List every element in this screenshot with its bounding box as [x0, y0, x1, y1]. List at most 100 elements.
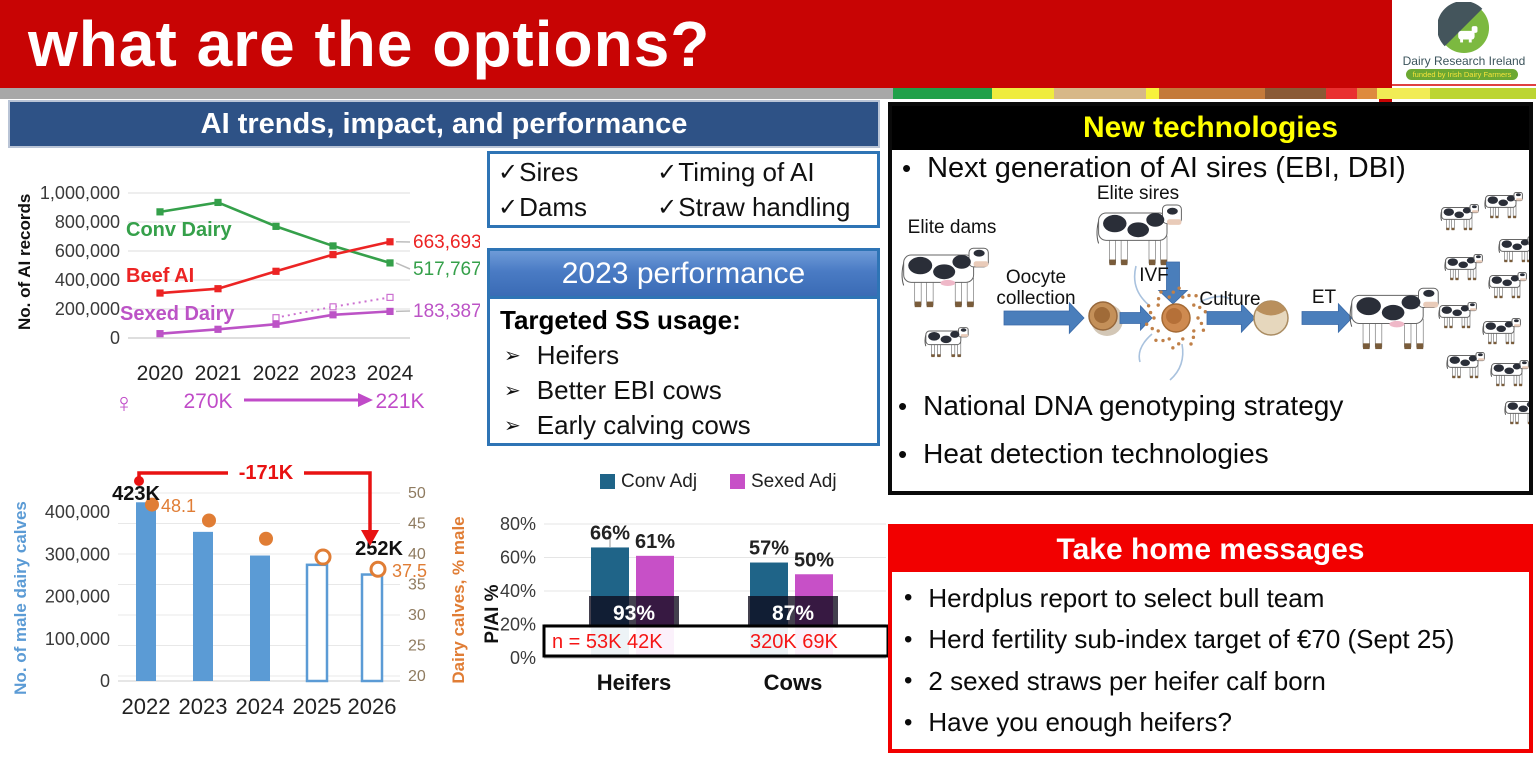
svg-text:50: 50: [408, 485, 426, 502]
svg-text:2022: 2022: [122, 694, 171, 719]
performance-2023-box: 2023 performance Targeted SS usage: ➢ Hei…: [487, 248, 880, 446]
svg-text:Cows: Cows: [764, 670, 823, 695]
bullet-icon: •: [904, 625, 913, 653]
et-label: ET: [1311, 287, 1337, 308]
svg-text:20: 20: [408, 668, 426, 685]
svg-text:No. of male dairy calves: No. of male dairy calves: [11, 501, 30, 695]
ivf-label: IVF: [1139, 265, 1169, 286]
svg-text:2022: 2022: [253, 362, 300, 385]
svg-text:No. of AI records: No. of AI records: [15, 194, 34, 330]
targeted-ss-usage-title: Targeted SS usage:: [500, 305, 741, 335]
list-item: ➢ Early calving cows: [504, 410, 751, 440]
svg-text:200,000: 200,000: [45, 587, 110, 607]
svg-text:663,693: 663,693: [413, 232, 480, 253]
list-item: ✓ Timing of AI: [657, 155, 877, 190]
take-home-header: Take home messages: [892, 528, 1529, 572]
svg-text:2023: 2023: [310, 362, 357, 385]
svg-text:1,000,000: 1,000,000: [40, 183, 120, 203]
svg-text:n = 53K 42K: n = 53K 42K: [552, 631, 663, 653]
bullet-icon: ✓: [657, 193, 678, 221]
stripe-segment: [1430, 88, 1536, 99]
svg-text:50%: 50%: [794, 549, 834, 571]
elite-sires-label: Elite sires: [1096, 183, 1180, 204]
bullet-icon: ✓: [657, 158, 678, 186]
svg-text:0%: 0%: [510, 648, 536, 668]
svg-text:93%: 93%: [613, 602, 655, 625]
decorative-color-stripe: [0, 88, 1536, 99]
bullet-icon: •: [904, 584, 913, 612]
focus-areas-col2: ✓ Timing of AI ✓ Straw handling: [657, 155, 877, 225]
svg-text:Conv Dairy: Conv Dairy: [126, 219, 232, 241]
svg-text:Beef AI: Beef AI: [126, 265, 194, 287]
svg-text:2024: 2024: [236, 694, 285, 719]
svg-text:35: 35: [408, 577, 426, 594]
svg-text:45: 45: [408, 516, 426, 533]
page-title: what are the options?: [28, 8, 711, 80]
svg-text:57%: 57%: [749, 538, 789, 560]
svg-text:25: 25: [408, 638, 426, 655]
list-item: ✓ Sires: [498, 155, 657, 190]
svg-text:252K: 252K: [355, 538, 403, 560]
svg-text:Sexed Dairy: Sexed Dairy: [120, 303, 235, 325]
svg-text:2024: 2024: [367, 362, 414, 385]
list-item: ➢ Better EBI cows: [504, 375, 722, 405]
oocyte-collection-label: Oocyte collection: [996, 267, 1076, 309]
stripe-segment: [1326, 88, 1357, 99]
svg-text:40%: 40%: [500, 581, 536, 601]
svg-text:400,000: 400,000: [55, 270, 120, 290]
logo-tagline: funded by Irish Dairy Farmers: [1406, 69, 1518, 80]
svg-text:30: 30: [408, 607, 426, 624]
bullet-icon: ➢: [504, 415, 521, 437]
new-tech-bullet-list: • National DNA genotyping strategy • Heat d…: [892, 390, 1343, 486]
list-item: • Heat detection technologies: [898, 438, 1269, 469]
culture-label: Culture: [1199, 289, 1261, 310]
stripe-segment: [1265, 88, 1326, 99]
take-home-box: Take home messages • Herdplus report to s…: [888, 524, 1533, 753]
list-item: • 2 sexed straws per heifer calf born: [904, 665, 1326, 696]
bullet-icon: ➢: [504, 380, 521, 402]
list-item: ✓ Straw handling: [657, 190, 877, 225]
svg-text:Sexed Adj: Sexed Adj: [751, 471, 837, 492]
logo-name: Dairy Research Ireland: [1402, 54, 1526, 68]
svg-text:100,000: 100,000: [45, 629, 110, 649]
stripe-segment: [1159, 88, 1265, 99]
male-dairy-calves-chart: 50 45 40 35 30 25 20 400,000 300,000 200,000 100,0…: [8, 448, 478, 764]
svg-text:2023: 2023: [179, 694, 228, 719]
list-item: • Herd fertility sub-index target of €70 …: [904, 624, 1455, 655]
svg-text:0: 0: [110, 328, 120, 348]
svg-text:2025: 2025: [293, 694, 342, 719]
svg-text:400,000: 400,000: [45, 502, 110, 522]
stripe-segment: [0, 88, 893, 99]
svg-text:66%: 66%: [590, 522, 630, 544]
svg-text:2026: 2026: [348, 694, 397, 719]
dairy-research-ireland-logo-icon: [1436, 0, 1490, 54]
bullet-icon: ➢: [504, 345, 521, 367]
svg-text:P/AI %: P/AI %: [482, 584, 503, 643]
svg-text:87%: 87%: [772, 602, 814, 625]
svg-text:2020: 2020: [137, 362, 184, 385]
svg-text:300,000: 300,000: [45, 544, 110, 564]
svg-text:0: 0: [100, 671, 110, 691]
take-home-list: • Herdplus report to select bull team • Her…: [892, 572, 1529, 749]
svg-text:320K 69K: 320K 69K: [750, 631, 839, 653]
stripe-segment: [1054, 88, 1146, 99]
bullet-icon: •: [898, 438, 908, 469]
left-panel-header: AI trends, impact, and performance: [8, 100, 880, 148]
targeted-ss-usage-list: ➢ Heifers ➢ Better EBI cows ➢ Early calving c…: [500, 340, 867, 441]
svg-text:61%: 61%: [635, 531, 675, 553]
stripe-segment: [1377, 88, 1430, 99]
title-banner: what are the options?: [0, 0, 1390, 88]
banner-right-edge: [1379, 0, 1392, 103]
svg-text:-171K: -171K: [239, 462, 294, 484]
svg-text:270K: 270K: [183, 390, 232, 413]
dairy-research-ireland-logo: Dairy Research Ireland funded by Irish D…: [1392, 0, 1536, 86]
svg-text:80%: 80%: [500, 514, 536, 534]
pai-grouped-bar-chart: Conv Adj Sexed Adj 80% 60% 40% 20% 0% P/AI % 66%…: [478, 462, 893, 710]
list-item: ➢ Heifers: [504, 340, 620, 370]
ai-records-line-chart: 1,000,000 800,000 600,000 400,000 200,000 0 No…: [8, 148, 482, 448]
bullet-icon: •: [898, 390, 908, 421]
list-item: • National DNA genotyping strategy: [898, 390, 1344, 421]
stripe-segment: [1357, 88, 1377, 99]
new-tech-bullet-1: • Next generation of AI sires (EBI, DBI): [896, 152, 1406, 185]
